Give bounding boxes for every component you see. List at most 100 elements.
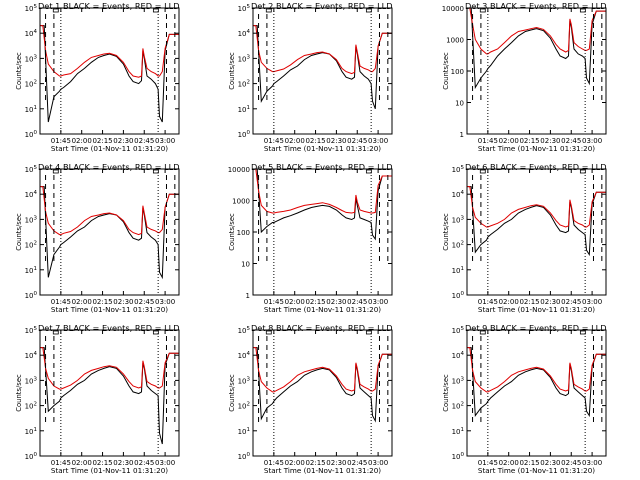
chart-panel-9: Det 9 BLACK = Events, RED = LLD100101102… <box>442 323 607 475</box>
axes-frame <box>466 168 607 296</box>
y-tick-exponent: 2 <box>247 80 251 86</box>
y-tick-exponent: 4 <box>34 351 38 357</box>
x-tick-label: 02:15 <box>92 459 112 467</box>
x-tick-label: 02:15 <box>519 137 539 145</box>
y-tick-label: 104 <box>452 190 465 199</box>
y-tick-label: 104 <box>25 351 38 360</box>
y-tick-label: 105 <box>25 326 38 335</box>
y-tick-exponent: 2 <box>461 402 465 408</box>
x-tick-label: 03:00 <box>368 298 388 306</box>
y-axis-label: Counts/sec <box>228 52 236 90</box>
x-axis-label: Start Time (01-Nov-11 01:31:20) <box>51 305 168 314</box>
x-tick-label: 02:00 <box>72 459 92 467</box>
interval-marker <box>265 8 272 13</box>
x-tick-label: 02:45 <box>561 298 581 306</box>
y-tick-exponent: 0 <box>461 452 465 458</box>
y-tick-exponent: 5 <box>34 326 38 332</box>
x-axis-label: Start Time (01-Nov-11 01:31:20) <box>478 305 595 314</box>
y-tick-label: 104 <box>25 190 38 199</box>
y-tick-label: 105 <box>452 165 465 174</box>
interval-marker <box>365 8 372 13</box>
x-axis-label: Start Time (01-Nov-11 01:31:20) <box>264 466 381 475</box>
series-group <box>253 169 392 241</box>
series-line-events <box>467 347 606 418</box>
chart-title: Det 9 BLACK = Events, RED = LLD <box>465 323 607 333</box>
x-tick-label: 01:45 <box>478 459 498 467</box>
y-tick-exponent: 5 <box>461 326 465 332</box>
y-tick-label: 102 <box>238 402 250 411</box>
y-tick-label: 103 <box>238 54 251 63</box>
y-tick-label: 100 <box>452 291 465 300</box>
interval-marker <box>365 169 372 174</box>
x-tick-label: 02:00 <box>499 137 519 145</box>
x-axis-label: Start Time (01-Nov-11 01:31:20) <box>478 144 595 153</box>
chart-panel-5: Det 5 BLACK = Events, RED = LLD 1 10 100 100… <box>228 162 393 314</box>
y-tick-label: 100 <box>25 291 38 300</box>
interval-marker <box>52 8 59 13</box>
x-tick-label: 02:15 <box>92 298 112 306</box>
y-tick-label: 10 <box>455 100 464 108</box>
x-tick-label: 01:45 <box>478 298 498 306</box>
x-tick-label: 02:45 <box>347 459 367 467</box>
y-tick-label: 102 <box>452 241 464 250</box>
series-line-lld <box>253 25 392 75</box>
y-axis-label: Counts/sec <box>15 213 23 251</box>
interval-marker <box>265 169 272 174</box>
y-tick-exponent: 3 <box>34 54 38 60</box>
x-tick-label: 02:45 <box>347 298 367 306</box>
axes-frame <box>39 7 180 135</box>
y-tick-exponent: 1 <box>34 266 38 272</box>
y-tick-exponent: 3 <box>461 215 465 221</box>
interval-marker <box>52 330 59 335</box>
series-line-events <box>467 186 606 257</box>
interval-marker <box>265 330 272 335</box>
chart-panel-7: Det 7 BLACK = Events, RED = LLD100101102… <box>15 323 180 475</box>
interval-marker <box>152 8 159 13</box>
interval-marker <box>52 169 59 174</box>
y-tick-exponent: 0 <box>34 452 38 458</box>
x-tick-label: 02:00 <box>72 298 92 306</box>
series-line-lld <box>467 347 606 393</box>
x-tick-label: 01:45 <box>264 137 284 145</box>
x-tick-label: 03:00 <box>368 459 388 467</box>
y-tick-label: 105 <box>25 4 38 13</box>
y-tick-label: 103 <box>452 376 465 385</box>
y-tick-label: 101 <box>238 427 250 436</box>
y-tick-label: 100 <box>238 452 251 461</box>
y-tick-exponent: 4 <box>247 29 251 35</box>
x-tick-label: 01:45 <box>264 459 284 467</box>
interval-marker <box>152 330 159 335</box>
x-tick-label: 03:00 <box>368 137 388 145</box>
series-group <box>467 347 606 418</box>
y-tick-exponent: 1 <box>34 105 38 111</box>
x-tick-label: 02:00 <box>72 137 92 145</box>
y-tick-label: 103 <box>25 54 38 63</box>
x-tick-label: 02:30 <box>540 459 560 467</box>
y-tick-exponent: 3 <box>461 376 465 382</box>
x-tick-label: 01:45 <box>51 459 71 467</box>
x-axis-label: Start Time (01-Nov-11 01:31:20) <box>264 144 381 153</box>
x-tick-label: 02:15 <box>305 137 325 145</box>
chart-panel-8: Det 8 BLACK = Events, RED = LLD100101102… <box>228 323 393 475</box>
y-tick-label: 101 <box>25 105 37 114</box>
y-tick-label: 101 <box>25 266 37 275</box>
chart-title: Det 8 BLACK = Events, RED = LLD <box>251 323 393 333</box>
y-tick-label: 102 <box>25 80 37 89</box>
series-line-events <box>40 25 179 123</box>
y-tick-label: 100 <box>451 68 464 76</box>
series-line-events <box>40 347 179 445</box>
y-tick-label: 104 <box>25 29 38 38</box>
y-tick-label: 103 <box>238 376 251 385</box>
y-tick-exponent: 3 <box>247 54 251 60</box>
y-tick-exponent: 1 <box>247 427 251 433</box>
y-tick-label: 105 <box>452 326 465 335</box>
y-tick-label: 102 <box>25 402 37 411</box>
interval-marker <box>479 169 486 174</box>
y-tick-exponent: 1 <box>247 105 251 111</box>
y-tick-label: 101 <box>238 105 250 114</box>
y-tick-label: 100 <box>238 130 251 139</box>
y-tick-exponent: 3 <box>34 376 38 382</box>
x-tick-label: 02:15 <box>519 298 539 306</box>
x-tick-label: 02:15 <box>305 298 325 306</box>
series-line-lld <box>253 347 392 393</box>
